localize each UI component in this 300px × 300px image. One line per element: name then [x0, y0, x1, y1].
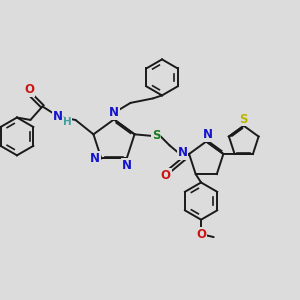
Text: S: S [152, 129, 161, 142]
Text: O: O [196, 228, 206, 241]
Text: N: N [90, 152, 100, 165]
Text: N: N [122, 159, 132, 172]
Text: S: S [239, 113, 248, 126]
Text: O: O [25, 83, 34, 96]
Text: N: N [52, 110, 62, 123]
Text: N: N [203, 128, 213, 141]
Text: N: N [178, 146, 188, 159]
Text: H: H [63, 117, 72, 127]
Text: O: O [161, 169, 171, 182]
Text: N: N [109, 106, 119, 119]
